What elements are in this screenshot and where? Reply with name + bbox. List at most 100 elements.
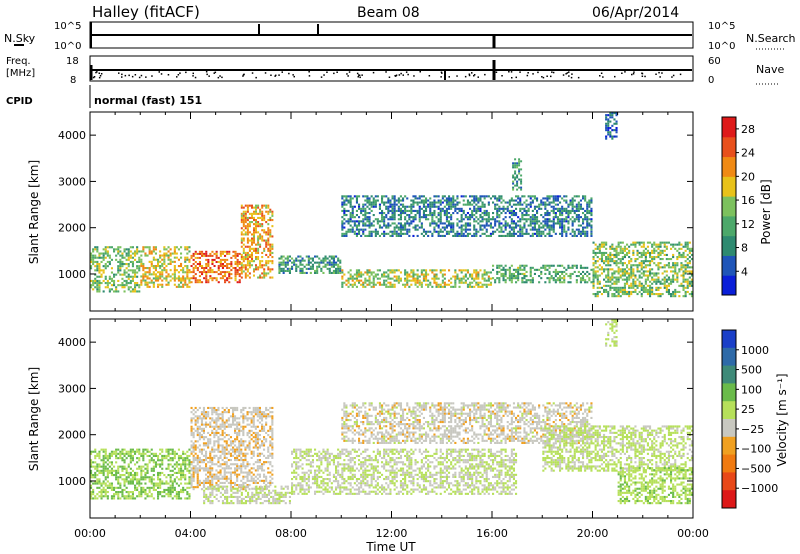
velocity-cell <box>92 488 95 491</box>
power-cell <box>630 272 633 275</box>
velocity-cell <box>125 457 128 460</box>
velocity-cell <box>171 484 174 487</box>
power-cell <box>665 270 668 273</box>
power-cell <box>251 212 253 215</box>
power-cell <box>523 207 526 210</box>
power-cell <box>343 273 346 276</box>
power-cell <box>169 262 172 265</box>
power-cell <box>611 276 614 279</box>
power-cell <box>617 266 620 269</box>
power-cell <box>510 232 513 235</box>
power-cell <box>234 256 237 259</box>
power-cell <box>611 278 614 281</box>
power-cell <box>609 286 612 289</box>
velocity-cell <box>134 488 137 491</box>
power-cell <box>460 281 463 284</box>
power-cell <box>473 201 476 204</box>
power-cell <box>621 270 624 273</box>
power-cell <box>498 222 501 225</box>
power-cell <box>592 268 595 271</box>
power-cell <box>117 265 120 268</box>
power-cell <box>412 279 415 282</box>
velocity-cell <box>125 452 128 455</box>
velocity-cell <box>138 491 141 494</box>
velocity-cell <box>90 459 93 462</box>
power-cell <box>240 241 243 244</box>
power-cell <box>293 261 296 264</box>
power-cell <box>148 271 151 274</box>
nave-dot <box>395 75 397 77</box>
power-cell <box>569 201 572 204</box>
power-cell <box>307 261 310 264</box>
power-cell <box>416 281 419 284</box>
power-cell <box>422 273 425 276</box>
velocity-cell <box>94 457 97 460</box>
velocity-cell <box>180 467 183 470</box>
velocity-cell <box>180 454 183 457</box>
power-cell <box>140 279 143 282</box>
power-cell <box>508 216 511 219</box>
power-cell <box>665 258 668 261</box>
power-cell <box>125 267 128 270</box>
power-cell <box>512 182 515 185</box>
power-cell <box>372 203 375 206</box>
velocity-cell <box>113 495 116 498</box>
velocity-cell <box>90 471 93 474</box>
power-cell <box>494 195 497 198</box>
power-cell <box>638 256 641 259</box>
power-cell <box>540 272 543 275</box>
power-cell <box>605 137 608 140</box>
velocity-cell <box>175 493 178 496</box>
power-cell <box>538 275 541 278</box>
power-cell <box>563 270 566 273</box>
freq-label: Freq. <box>6 56 31 67</box>
power-cell <box>402 203 405 206</box>
power-cell <box>550 205 553 208</box>
power-cell <box>295 267 298 270</box>
power-cell <box>596 290 599 293</box>
power-cell <box>238 267 241 269</box>
power-cell <box>540 270 543 273</box>
power-cell <box>433 214 436 217</box>
power-cell <box>584 279 587 282</box>
power-cell <box>240 270 243 273</box>
power-cell <box>515 226 518 229</box>
power-cell <box>498 205 501 208</box>
power-cell <box>638 274 641 277</box>
power-cell <box>575 281 578 284</box>
power-cell <box>464 273 467 276</box>
velocity-cell <box>188 461 191 464</box>
power-cell <box>492 268 495 271</box>
power-cell <box>244 256 247 259</box>
velocity-cell <box>115 486 118 489</box>
power-cell <box>632 241 635 244</box>
power-cell <box>198 271 201 274</box>
power-cell <box>517 277 520 280</box>
velocity-cell <box>209 479 212 482</box>
power-cell <box>209 252 212 255</box>
power-cell <box>347 222 350 225</box>
power-cell <box>448 230 451 233</box>
power-cell <box>498 234 501 237</box>
power-cell <box>544 212 547 215</box>
power-cell <box>663 280 666 283</box>
power-cell <box>431 220 434 223</box>
power-cell <box>556 264 559 267</box>
power-cell <box>134 275 137 278</box>
velocity-cell <box>131 469 134 472</box>
power-cell <box>473 269 476 272</box>
velocity-cell <box>94 450 97 453</box>
power-cell <box>190 254 193 257</box>
power-cell <box>552 279 555 282</box>
power-cell <box>355 224 358 227</box>
power-cell <box>515 222 518 225</box>
power-cell <box>414 201 417 204</box>
power-cell <box>395 269 398 272</box>
power-cell <box>427 205 430 208</box>
power-cell <box>345 195 348 198</box>
power-cell <box>121 254 124 257</box>
power-cell <box>452 195 455 198</box>
power-cell <box>496 277 499 280</box>
power-cell <box>412 226 415 229</box>
power-cell <box>244 214 247 217</box>
